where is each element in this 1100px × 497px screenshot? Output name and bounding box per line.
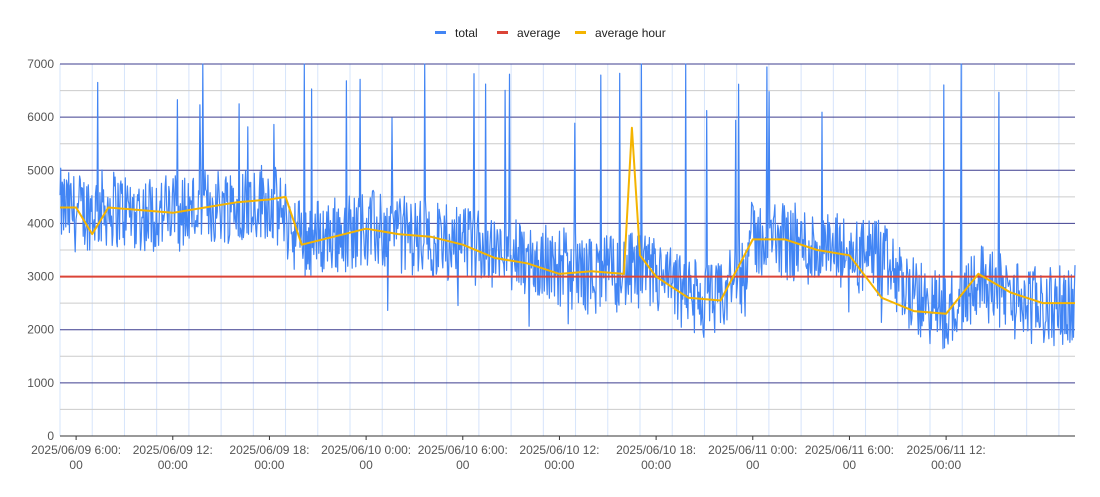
y-tick-label: 0 — [47, 429, 54, 443]
x-tick-label: 2025/06/09 6:00: — [31, 443, 121, 457]
y-tick-label: 1000 — [27, 376, 54, 390]
legend-swatch-average — [497, 31, 508, 34]
x-tick-label: 00:00 — [641, 458, 671, 472]
x-tick-label: 00:00 — [931, 458, 961, 472]
x-tick-label: 00 — [456, 458, 470, 472]
y-tick-label: 7000 — [27, 57, 54, 71]
y-tick-label: 5000 — [27, 163, 54, 177]
x-tick-label: 2025/06/11 0:00: — [708, 443, 797, 457]
legend-swatch-total — [435, 31, 446, 34]
x-tick-label: 00:00 — [254, 458, 284, 472]
legend-label-total: total — [455, 26, 478, 40]
y-tick-label: 4000 — [27, 216, 54, 230]
x-tick-label: 00:00 — [544, 458, 574, 472]
x-tick-label: 00 — [359, 458, 373, 472]
x-tick-label: 2025/06/11 12: — [907, 443, 986, 457]
x-tick-label: 2025/06/10 0:00: — [321, 443, 411, 457]
legend-label-average-hour: average hour — [595, 26, 666, 40]
x-tick-label: 00 — [746, 458, 760, 472]
x-tick-label: 2025/06/11 6:00: — [805, 443, 894, 457]
x-tick-label: 00 — [843, 458, 857, 472]
x-tick-label: 00:00 — [158, 458, 188, 472]
y-tick-label: 3000 — [27, 270, 54, 284]
y-tick-label: 2000 — [27, 323, 54, 337]
legend-swatch-average-hour — [575, 31, 586, 34]
x-tick-label: 2025/06/09 18: — [229, 443, 309, 457]
x-tick-label: 2025/06/10 6:00: — [418, 443, 508, 457]
chart-legend: total average average hour — [435, 26, 666, 40]
legend-label-average: average — [517, 26, 561, 40]
y-tick-label: 6000 — [27, 110, 54, 124]
x-tick-label: 2025/06/10 18: — [616, 443, 696, 457]
series-line-average-hour — [60, 126, 1075, 315]
series-line-total — [59, 63, 1076, 350]
chart-axes: 0 1000 2000 3000 4000 5000 6000 7000 2025/06/09 … — [27, 57, 985, 472]
x-tick-label: 2025/06/09 12: — [133, 443, 213, 457]
chart-series — [59, 63, 1076, 350]
x-tick-label: 2025/06/10 12: — [519, 443, 599, 457]
chart-grid — [59, 63, 1075, 437]
x-tick-label: 00 — [69, 458, 83, 472]
